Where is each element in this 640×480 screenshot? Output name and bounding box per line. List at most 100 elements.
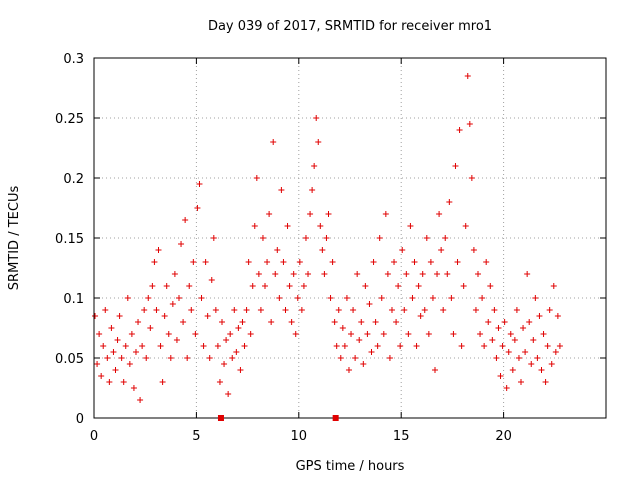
data-point [493,355,500,361]
data-point [405,331,412,337]
data-point [323,235,330,241]
data-point [149,283,156,289]
data-point [452,163,459,169]
data-point [114,337,121,343]
data-point [550,283,557,289]
data-point [487,283,494,289]
data-point [380,331,387,337]
data-point [171,271,178,277]
data-point [124,295,131,301]
grid [94,58,606,418]
data-point [206,355,213,361]
data-point [468,175,475,181]
x-axis-label: GPS time / hours [296,459,405,474]
data-point [335,307,342,313]
data-point [462,223,469,229]
data-point [96,331,103,337]
data-point [106,379,113,385]
data-point [223,337,230,343]
data-point [436,211,443,217]
data-point [219,319,225,325]
data-point [374,343,381,349]
data-point [321,271,328,277]
data-point [317,223,324,229]
data-point [364,331,371,337]
data-point [184,355,191,361]
data-point [225,391,232,397]
data-point [458,343,465,349]
data-point [315,139,322,145]
data-point [272,271,279,277]
data-point [266,211,273,217]
x-tick-label: 20 [495,429,512,444]
data-point [350,307,357,313]
data-point [354,271,361,277]
data-point [554,313,561,319]
data-point [536,313,543,319]
data-point [388,307,395,313]
data-point [401,307,408,313]
data-point [513,307,520,313]
data-point [368,349,375,355]
data-point [411,259,418,265]
data-point [161,313,168,319]
x-tick-label: 5 [192,429,200,444]
data-point [515,355,522,361]
data-point [139,343,146,349]
data-point [282,307,289,313]
data-point [188,307,195,313]
data-point [141,307,148,313]
data-point [198,295,205,301]
data-point [165,331,172,337]
y-tick-label: 0.3 [63,52,84,67]
data-point [212,307,219,313]
data-point [337,355,344,361]
data-point [345,367,352,373]
data-point [360,361,367,367]
data-point [270,139,277,145]
data-point [483,259,490,265]
data-point [245,259,252,265]
data-point [190,259,197,265]
data-point [395,283,402,289]
data-point [175,295,182,301]
data-point [173,337,180,343]
data-point [268,319,275,325]
data-point [505,349,512,355]
zero-markers [217,415,339,421]
data-point [274,247,281,253]
data-point [427,259,434,265]
data-point [116,313,123,319]
data-point [249,283,256,289]
data-point [472,307,479,313]
data-point [264,259,271,265]
data-point [159,379,166,385]
data-point [92,313,99,319]
data-point [110,349,117,355]
data-point [163,283,170,289]
data-point [438,247,445,253]
data-point [393,319,400,325]
data-point [147,325,154,331]
data-point [520,325,527,331]
chart-title: Day 039 of 2017, SRMTID for receiver mro… [208,19,492,34]
data-point [477,331,484,337]
data-point [466,121,473,127]
data-point [518,379,525,385]
data-point [442,235,449,241]
data-point [556,343,563,349]
data-point [434,271,441,277]
data-point [448,295,455,301]
data-point [413,343,420,349]
data-point [122,343,129,349]
data-point [415,283,422,289]
data-point [546,307,553,313]
data-point [384,271,391,277]
data-point [489,337,496,343]
data-point [464,73,471,79]
data-point [333,343,340,349]
data-point [530,337,537,343]
data-point [229,355,236,361]
data-point [221,361,228,367]
data-point [419,271,426,277]
